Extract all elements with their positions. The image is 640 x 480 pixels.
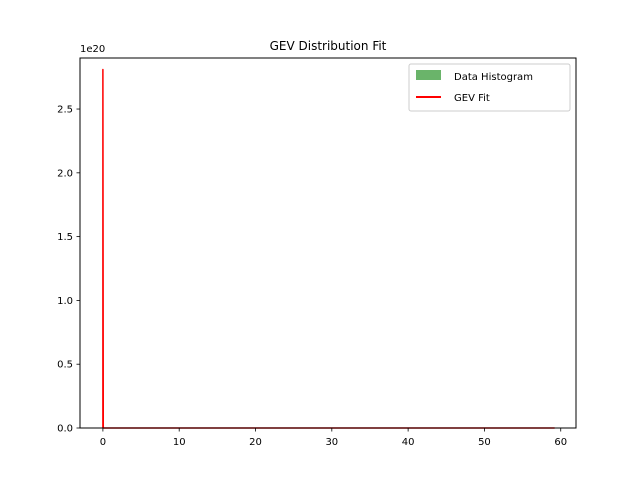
legend-swatch-histogram <box>416 70 441 80</box>
legend-box <box>408 63 571 112</box>
x-tick-label: 30 <box>325 437 338 448</box>
x-tick-label: 10 <box>173 437 186 448</box>
y-axis: 0.0 0.5 1.0 1.5 2.0 2.5 <box>57 105 80 435</box>
y-tick-label: 0.5 <box>57 360 73 371</box>
y-tick-label: 0.0 <box>57 424 73 435</box>
y-axis-offset-text: 1e20 <box>80 44 105 55</box>
y-tick-label: 2.0 <box>57 168 73 179</box>
legend-label-gev-fit: GEV Fit <box>454 93 490 104</box>
y-tick-label: 2.5 <box>57 105 73 116</box>
y-tick-label: 1.5 <box>57 232 73 243</box>
y-tick-label: 1.0 <box>57 296 73 307</box>
legend-label-histogram: Data Histogram <box>454 72 533 83</box>
x-axis: 0 10 20 30 40 50 60 <box>100 428 567 448</box>
axes-frame <box>79 57 577 429</box>
x-tick-label: 60 <box>554 437 567 448</box>
x-tick-label: 40 <box>402 437 415 448</box>
legend: Data Histogram GEV Fit <box>408 63 571 112</box>
x-tick-label: 0 <box>100 437 106 448</box>
x-tick-label: 20 <box>249 437 262 448</box>
chart-title: GEV Distribution Fit <box>270 39 387 53</box>
x-tick-label: 50 <box>478 437 491 448</box>
